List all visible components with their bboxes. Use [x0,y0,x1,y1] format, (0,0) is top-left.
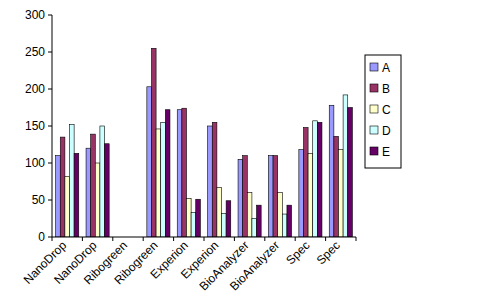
bar [86,148,91,237]
bar [100,126,105,237]
legend-label: E [382,145,390,159]
bar [282,214,287,237]
bar [343,95,348,237]
x-tick [82,237,83,241]
bar [334,136,339,237]
x-tick [325,237,326,241]
x-tick-label: Spec [283,238,312,267]
bar [268,156,273,237]
x-tick [295,237,296,241]
x-tick-label: Ribogreen [111,238,160,287]
bar [226,201,231,237]
chart: 050100150200250300NanoDropNanoDropRibogr… [0,0,480,304]
x-tick [356,237,357,241]
bar [56,156,61,237]
bar [212,122,217,237]
bar [147,87,152,237]
x-tick [264,237,265,241]
x-tick [52,237,53,241]
legend-swatch [370,147,378,155]
x-tick [173,237,174,241]
bar [217,187,222,237]
bar [338,150,343,237]
y-tick-label: 200 [25,82,45,96]
x-tick [204,237,205,241]
legend [365,55,401,168]
bar [287,205,292,237]
bars [56,48,353,237]
x-tick [143,237,144,241]
chart-container: 050100150200250300NanoDropNanoDropRibogr… [0,0,480,304]
bar [329,105,334,237]
legend-swatch [370,84,378,92]
bar [156,129,161,237]
y-tick-label: 300 [25,8,45,22]
bar [273,156,278,237]
bar [252,219,257,238]
bar [238,159,243,237]
y-tick [48,126,52,127]
y-tick-label: 50 [32,193,46,207]
bar [243,156,248,237]
legend-label: D [382,124,391,138]
bar [247,193,252,237]
bar [303,127,308,237]
y-tick [48,200,52,201]
bar [208,126,213,237]
bar [182,108,187,237]
y-tick-label: 150 [25,119,45,133]
bar [95,163,100,237]
y-tick [48,15,52,16]
bar [191,213,196,237]
y-tick-label: 250 [25,45,45,59]
bar [91,134,96,237]
bar [299,150,304,237]
bar [177,110,182,237]
x-tick [112,237,113,241]
bar [317,122,322,237]
bar [165,110,170,237]
bar [105,144,110,237]
y-tick [48,237,52,238]
legend-label: C [382,103,391,117]
bar [161,122,166,237]
bar [222,213,227,237]
y-tick [48,89,52,90]
legend-label: A [382,61,390,75]
y-tick-label: 100 [25,156,45,170]
bar [348,108,353,238]
legend-swatch [370,63,378,71]
bar [313,121,318,237]
bar [60,137,65,237]
bar [151,48,156,237]
x-tick-label: Spec [314,238,343,267]
bar [65,176,70,237]
bar [257,205,262,237]
y-tick [48,163,52,164]
legend-label: B [382,82,390,96]
bar [196,199,201,237]
bar [70,125,75,237]
x-tick [234,237,235,241]
legend-swatch [370,126,378,134]
bar [74,153,79,237]
bar [308,153,313,237]
bar [186,199,191,237]
bar [278,193,283,237]
x-tick-label: BioAnalyzer [227,238,282,293]
y-tick [48,52,52,53]
y-tick-label: 0 [38,230,45,244]
legend-swatch [370,105,378,113]
